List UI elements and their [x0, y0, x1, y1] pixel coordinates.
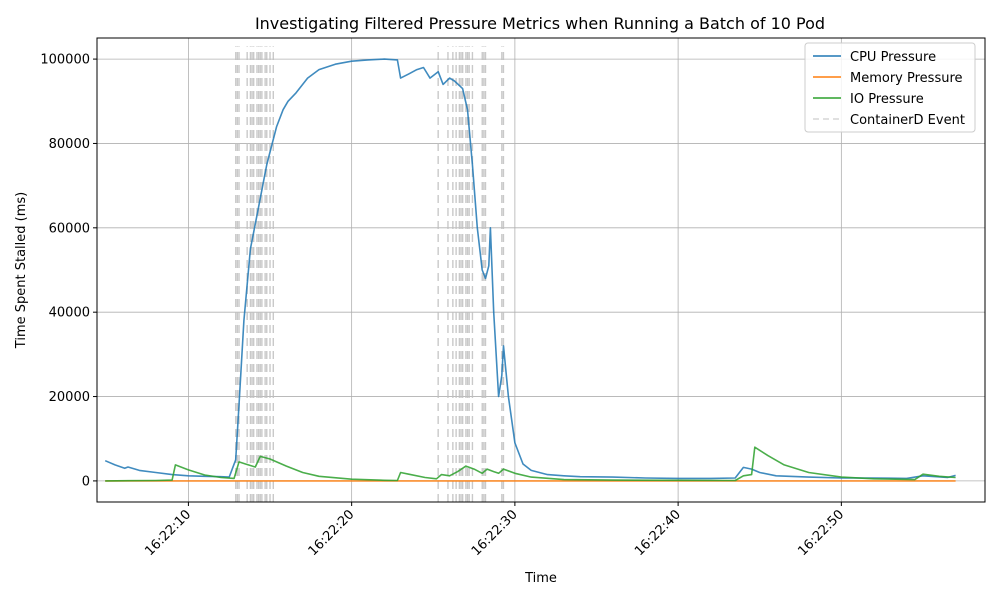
y-tick-label: 80000: [49, 137, 90, 152]
legend-label-cpu: CPU Pressure: [850, 50, 936, 65]
series-lines: [104, 58, 956, 482]
y-axis-label: Time Spent Stalled (ms): [14, 192, 29, 349]
y-tick-label: 20000: [49, 390, 90, 405]
chart-title: Investigating Filtered Pressure Metrics …: [255, 14, 825, 33]
y-tick-label: 100000: [40, 53, 90, 68]
legend-box: [804, 42, 976, 133]
legend: CPU Pressure Memory Pressure IO Pressure…: [804, 42, 976, 133]
plot-frame: [96, 37, 986, 503]
y-tick-label: 40000: [49, 306, 90, 321]
io-pressure-line: [105, 446, 956, 482]
legend-label-io: IO Pressure: [850, 92, 924, 107]
y-ticks: 0 20000 40000 60000 80000 100000: [40, 53, 97, 489]
cpu-pressure-line: [104, 58, 956, 480]
x-axis-label: Time: [524, 571, 557, 586]
y-tick-label: 0: [82, 474, 90, 489]
legend-label-memory: Memory Pressure: [850, 71, 963, 86]
y-tick-label: 60000: [49, 221, 90, 236]
legend-label-event: ContainerD Event: [850, 113, 965, 128]
